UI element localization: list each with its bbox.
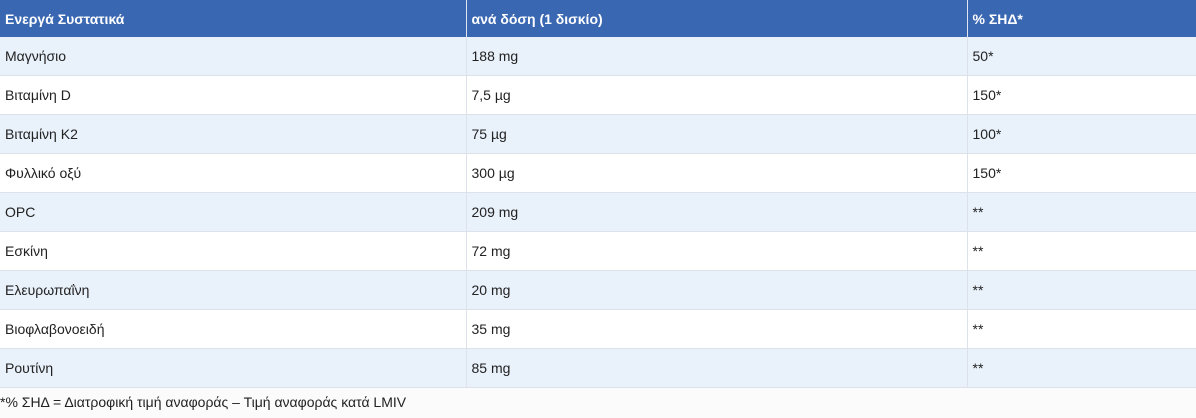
rda-cell: **: [967, 309, 1196, 349]
dose-cell: 72 mg: [466, 231, 968, 271]
dose-cell: 7,5 µg: [466, 75, 968, 115]
dose-cell: 35 mg: [466, 309, 968, 349]
footnote: *% ΣΗΔ = Διατροφική τιμή αναφοράς – Τιμή…: [0, 394, 407, 410]
ingredient-cell: Βιταμίνη K2: [0, 114, 467, 154]
table-header-row: Ενεργά Συστατικά ανά δόση (1 δισκίο) % Σ…: [0, 0, 1196, 37]
table-row: Ρουτίνη 85 mg **: [0, 348, 1196, 388]
table-row: Βιοφλαβονοειδή 35 mg **: [0, 309, 1196, 349]
ingredient-cell: Εσκίνη: [0, 231, 467, 271]
ingredient-cell: Ρουτίνη: [0, 348, 467, 388]
dose-cell: 209 mg: [466, 192, 968, 232]
ingredient-cell: Βιταμίνη D: [0, 75, 467, 115]
table-row: Εσκίνη 72 mg **: [0, 231, 1196, 271]
table-row: Φυλλικό οξύ 300 µg 150*: [0, 153, 1196, 193]
rda-cell: 150*: [967, 75, 1196, 115]
rda-cell: **: [967, 348, 1196, 388]
table-row: Βιταμίνη K2 75 µg 100*: [0, 114, 1196, 154]
ingredient-cell: Βιοφλαβονοειδή: [0, 309, 467, 349]
table-row: OPC 209 mg **: [0, 192, 1196, 232]
header-rda: % ΣΗΔ*: [967, 0, 1196, 37]
rda-cell: **: [967, 192, 1196, 232]
rda-cell: **: [967, 231, 1196, 271]
dose-cell: 300 µg: [466, 153, 968, 193]
table-row: Μαγνήσιο 188 mg 50*: [0, 37, 1196, 76]
header-dose: ανά δόση (1 δισκίο): [466, 0, 968, 37]
ingredients-table: Ενεργά Συστατικά ανά δόση (1 δισκίο) % Σ…: [0, 0, 1196, 388]
ingredient-cell: Ελευρωπαΐνη: [0, 270, 467, 310]
dose-cell: 85 mg: [466, 348, 968, 388]
table-row: Ελευρωπαΐνη 20 mg **: [0, 270, 1196, 310]
header-ingredient: Ενεργά Συστατικά: [0, 0, 467, 37]
rda-cell: 50*: [967, 37, 1196, 76]
ingredient-cell: Φυλλικό οξύ: [0, 153, 467, 193]
ingredient-cell: OPC: [0, 192, 467, 232]
dose-cell: 75 µg: [466, 114, 968, 154]
rda-cell: 100*: [967, 114, 1196, 154]
ingredient-cell: Μαγνήσιο: [0, 37, 467, 76]
table-row: Βιταμίνη D 7,5 µg 150*: [0, 75, 1196, 115]
dose-cell: 188 mg: [466, 37, 968, 76]
dose-cell: 20 mg: [466, 270, 968, 310]
rda-cell: **: [967, 270, 1196, 310]
rda-cell: 150*: [967, 153, 1196, 193]
